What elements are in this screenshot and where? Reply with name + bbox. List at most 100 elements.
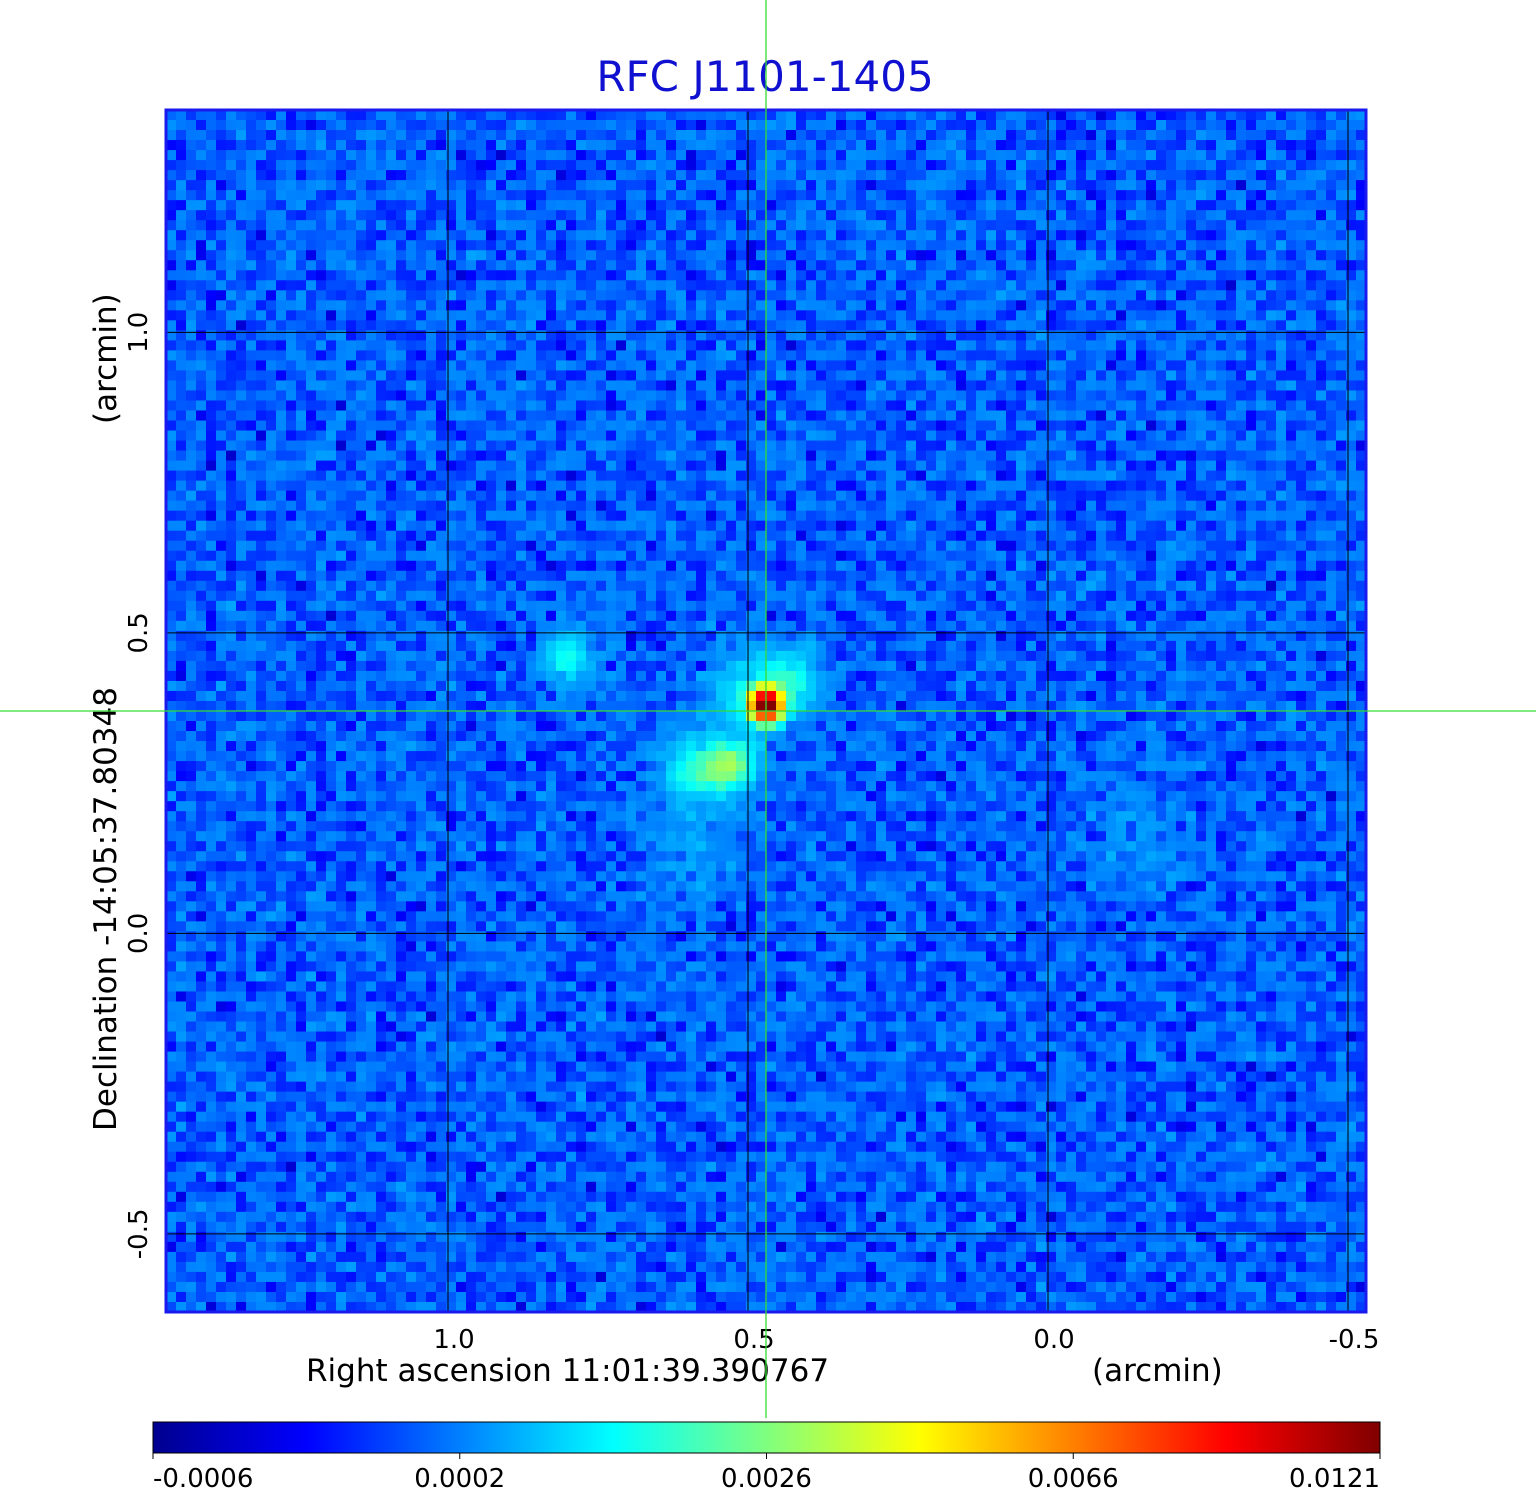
heatmap-cell xyxy=(496,310,507,321)
heatmap-cell xyxy=(726,370,737,381)
heatmap-cell xyxy=(1226,210,1237,221)
heatmap-cell xyxy=(826,170,837,181)
heatmap-cell xyxy=(1066,340,1077,351)
heatmap-cell xyxy=(536,490,547,502)
heatmap-cell xyxy=(1176,220,1187,231)
heatmap-cell xyxy=(1036,220,1047,231)
heatmap-cell xyxy=(206,430,217,441)
heatmap-cell xyxy=(966,310,977,321)
heatmap-cell xyxy=(206,290,217,301)
heatmap-cell xyxy=(336,200,347,211)
heatmap-cell xyxy=(1116,140,1127,151)
heatmap-cell xyxy=(806,300,817,311)
heatmap-cell xyxy=(746,350,757,361)
heatmap-cell xyxy=(956,120,967,131)
heatmap-cell xyxy=(376,220,387,231)
heatmap-cell xyxy=(966,280,977,291)
heatmap-cell xyxy=(306,230,317,241)
heatmap-cell xyxy=(236,520,247,532)
heatmap-cell xyxy=(376,480,387,492)
heatmap-cell xyxy=(696,270,707,281)
heatmap-cell xyxy=(986,510,997,522)
heatmap-cell xyxy=(636,200,647,211)
heatmap-cell xyxy=(1246,270,1257,281)
heatmap-cell xyxy=(766,400,777,411)
heatmap-cell xyxy=(476,220,487,231)
heatmap-cell xyxy=(196,260,207,271)
heatmap-cell xyxy=(966,440,977,451)
heatmap-cell xyxy=(406,200,417,211)
heatmap-cell xyxy=(686,250,697,261)
heatmap-cell xyxy=(366,150,377,161)
heatmap-cell xyxy=(256,310,267,321)
heatmap-cell xyxy=(576,480,587,492)
heatmap-cell xyxy=(306,510,317,522)
heatmap-cell xyxy=(1116,350,1127,361)
heatmap-cell xyxy=(496,390,507,401)
heatmap-cell xyxy=(1136,290,1147,301)
heatmap-cell xyxy=(1256,480,1267,492)
heatmap-cell xyxy=(506,340,517,351)
heatmap-cell xyxy=(936,220,947,231)
heatmap-cell xyxy=(1036,190,1047,201)
heatmap-cell xyxy=(736,510,747,522)
heatmap-cell xyxy=(626,160,637,171)
heatmap-cell xyxy=(1356,440,1367,451)
heatmap-cell xyxy=(786,420,797,431)
heatmap-cell xyxy=(346,340,357,351)
heatmap-cell xyxy=(1266,340,1277,351)
heatmap-cell xyxy=(1106,400,1117,411)
heatmap-cell xyxy=(1006,340,1017,351)
heatmap-cell xyxy=(1046,340,1057,351)
heatmap-cell xyxy=(996,270,1007,281)
heatmap-cell xyxy=(1276,280,1287,291)
heatmap-cell xyxy=(906,320,917,331)
heatmap-cell xyxy=(666,190,677,201)
heatmap-cell xyxy=(526,130,537,141)
heatmap-cell xyxy=(916,520,927,532)
heatmap-cell xyxy=(836,340,847,351)
heatmap-cell xyxy=(896,220,907,231)
heatmap-cell xyxy=(296,110,307,121)
heatmap-cell xyxy=(1066,120,1077,131)
heatmap-cell xyxy=(516,140,527,151)
heatmap-cell xyxy=(1206,450,1217,461)
heatmap-cell xyxy=(466,330,477,341)
heatmap-cell xyxy=(886,250,897,261)
heatmap-cell xyxy=(506,430,517,441)
heatmap-cell xyxy=(946,450,957,461)
heatmap-cell xyxy=(1166,510,1177,522)
heatmap-cell xyxy=(896,510,907,522)
heatmap-cell xyxy=(616,450,627,461)
heatmap-cell xyxy=(876,280,887,291)
heatmap-cell xyxy=(1356,320,1367,331)
heatmap-cell xyxy=(696,200,707,211)
heatmap-cell xyxy=(1356,230,1367,241)
heatmap-cell xyxy=(1286,180,1297,191)
heatmap-cell xyxy=(476,190,487,201)
heatmap-cell xyxy=(1096,170,1107,181)
heatmap-cell xyxy=(806,440,817,451)
heatmap-cell xyxy=(676,520,687,532)
heatmap-cell xyxy=(376,170,387,181)
heatmap-cell xyxy=(726,310,737,321)
heatmap-cell xyxy=(216,200,227,211)
heatmap-cell xyxy=(546,330,557,341)
heatmap-cell xyxy=(446,380,457,391)
heatmap-cell xyxy=(246,130,257,141)
heatmap-cell xyxy=(436,230,447,241)
heatmap-cell xyxy=(336,240,347,251)
heatmap-cell xyxy=(936,510,947,522)
heatmap-cell xyxy=(736,250,747,261)
heatmap-cell xyxy=(1016,140,1027,151)
heatmap-cell xyxy=(1156,420,1167,431)
heatmap-cell xyxy=(1066,330,1077,341)
heatmap-cell xyxy=(356,490,367,502)
heatmap-cell xyxy=(946,180,957,191)
heatmap-cell xyxy=(1206,250,1217,261)
heatmap-cell xyxy=(1006,410,1017,421)
heatmap-cell xyxy=(356,470,367,482)
heatmap-cell xyxy=(1296,350,1307,361)
heatmap-cell xyxy=(546,150,557,161)
heatmap-cell xyxy=(1126,190,1137,201)
